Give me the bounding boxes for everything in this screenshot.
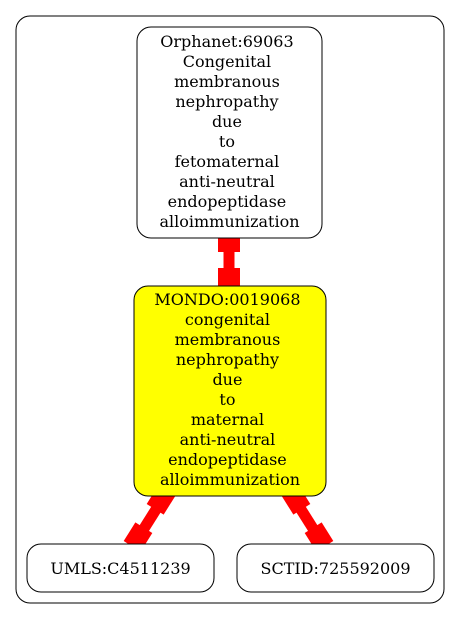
node-orphanet-line: nephropathy [175,92,278,111]
node-orphanet-label: Orphanet:69063 Congenital membranous nep… [159,32,299,231]
node-mondo-box [133,285,327,497]
node-orphanet-line: Orphanet:69063 [160,32,293,51]
node-mondo-line: due [212,370,242,389]
node-orphanet[interactable]: Orphanet:69063 Congenital membranous nep… [136,26,323,239]
node-orphanet-line: endopeptidase [168,192,287,211]
node-mondo-line: nephropathy [176,350,279,369]
node-mondo-line: endopeptidase [168,450,287,469]
node-mondo-line: membranous [175,330,281,349]
node-umls-line: UMLS:C4511239 [50,559,190,578]
node-orphanet-box [136,26,323,239]
node-umls-box [26,543,215,593]
node-mondo-line: anti-neutral [180,430,276,449]
node-sctid-label: SCTID:725592009 [260,559,410,578]
node-sctid-box [236,543,435,593]
node-orphanet-line: due [212,112,242,131]
node-orphanet-line: to [219,132,235,151]
node-mondo-line: MONDO:0019068 [154,290,300,309]
node-mondo[interactable]: MONDO:0019068 congenital membranous neph… [133,285,327,497]
node-mondo-line: maternal [191,410,264,429]
node-umls[interactable]: UMLS:C4511239 [26,543,215,593]
node-umls-label: UMLS:C4511239 [50,559,190,578]
node-orphanet-line: Congenital [183,52,271,71]
node-mondo-line: congenital [185,310,270,329]
node-mondo-line: alloimmunization [160,470,300,489]
node-orphanet-line: anti-neutral [179,172,275,191]
node-mondo-label: MONDO:0019068 congenital membranous neph… [154,290,305,489]
node-sctid[interactable]: SCTID:725592009 [236,543,435,593]
node-orphanet-line: fetomaternal [175,152,280,171]
node-mondo-line: to [219,390,235,409]
node-orphanet-line: alloimmunization [159,212,299,231]
node-sctid-line: SCTID:725592009 [260,559,410,578]
node-orphanet-line: membranous [174,72,280,91]
